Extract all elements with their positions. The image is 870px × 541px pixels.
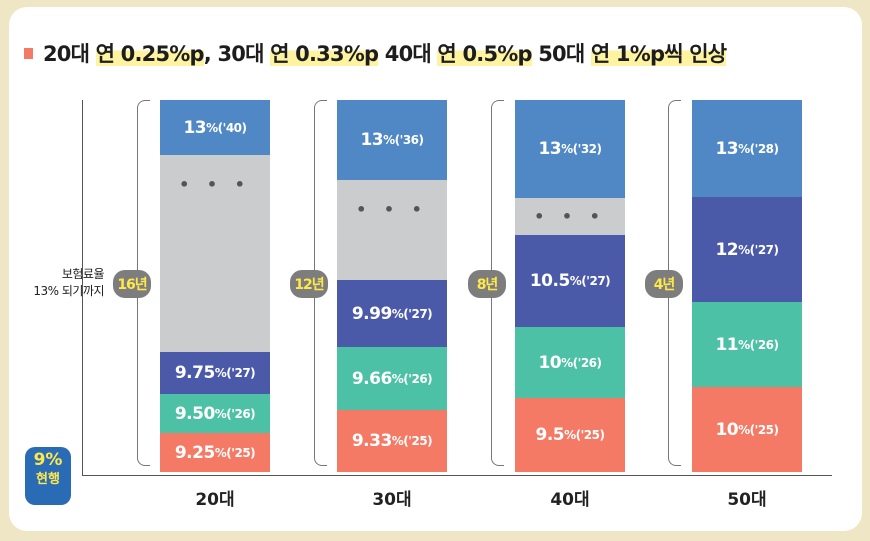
segment-rate: 13 bbox=[183, 117, 207, 138]
segment-rate: 10.5 bbox=[529, 271, 570, 291]
segment-year: %('25) bbox=[214, 445, 256, 460]
ellipsis-icon: • • • bbox=[179, 175, 251, 194]
bullet-icon bbox=[24, 48, 33, 59]
segment-year: %('26) bbox=[391, 371, 433, 386]
title-part: 20대 bbox=[43, 42, 96, 66]
bar-segment: 10 %('26) bbox=[515, 327, 625, 398]
segment-rate: 12 bbox=[715, 239, 739, 260]
segment-rate: 13 bbox=[360, 130, 384, 150]
title-highlight: 연 0.33%p bbox=[270, 42, 379, 66]
current-rate-value: 9% bbox=[33, 450, 63, 470]
segment-year: %('36) bbox=[383, 133, 424, 147]
segment-year: %('25) bbox=[738, 422, 779, 437]
bar-segment: 11 %('26) bbox=[692, 302, 802, 387]
segment-rate: 13 bbox=[538, 139, 562, 159]
bar-segment: 9.66 %('26) bbox=[337, 347, 447, 410]
segment-year: %('25) bbox=[564, 428, 605, 442]
x-tick-label: 20대 bbox=[195, 490, 235, 510]
segment-rate: 9.25 bbox=[174, 442, 215, 463]
bar-segment: 13 %('32) bbox=[515, 100, 625, 198]
bar-segment: 9.75 %('27) bbox=[160, 352, 270, 394]
segment-rate: 9.75 bbox=[174, 363, 215, 383]
segment-year: %('26) bbox=[214, 406, 256, 421]
ellipsis-icon: • • • bbox=[534, 206, 606, 226]
segment-rate: 13 bbox=[715, 138, 739, 159]
title-highlight: 씩 인상 bbox=[664, 42, 727, 66]
duration-badge: 4년 bbox=[645, 270, 683, 298]
bar-segment: 9.50 %('26) bbox=[160, 394, 270, 433]
bar-segment: 13 %('28) bbox=[692, 100, 802, 197]
y-axis bbox=[82, 100, 83, 475]
bar-gap-segment: • • • bbox=[160, 155, 270, 352]
y-axis-label: 보험료율 13% 되기까지 bbox=[14, 266, 104, 300]
bar-gap-segment: • • • bbox=[515, 198, 625, 235]
chart-title: 20대 연 0.25%p, 30대 연 0.33%p 40대 연 0.5%p 5… bbox=[24, 38, 727, 68]
segment-year: %('27) bbox=[214, 366, 256, 380]
title-highlight: 연 0.5%p bbox=[437, 42, 533, 66]
bar-segment: 9.5 %('25) bbox=[515, 398, 625, 472]
segment-year: %('40) bbox=[206, 120, 247, 135]
current-rate-badge: 9% 현행 bbox=[25, 447, 71, 505]
segment-year: %('26) bbox=[561, 355, 602, 370]
bar-segment: 9.33 %('25) bbox=[337, 410, 447, 472]
segment-rate: 10 bbox=[715, 419, 739, 440]
x-tick-label: 30대 bbox=[372, 490, 412, 510]
segment-year: %('26) bbox=[738, 337, 779, 352]
current-rate-label: 현행 bbox=[36, 472, 60, 487]
title-part: 40대 bbox=[378, 42, 438, 66]
segment-year: %('25) bbox=[391, 434, 433, 448]
title-part: 50대 bbox=[531, 42, 591, 66]
bar-segment: 12 %('27) bbox=[692, 197, 802, 302]
bar-segment: 9.25 %('25) bbox=[160, 433, 270, 472]
segment-rate: 9.5 bbox=[535, 425, 565, 445]
x-axis bbox=[82, 475, 832, 476]
segment-year: %('27) bbox=[569, 274, 611, 288]
title-part: , 30대 bbox=[203, 42, 271, 66]
duration-badge: 16년 bbox=[113, 270, 151, 298]
bar-gap-segment: • • • bbox=[337, 180, 447, 280]
y-label-line: 13% 되기까지 bbox=[33, 284, 104, 298]
segment-rate: 9.33 bbox=[351, 431, 392, 451]
duration-badge: 8년 bbox=[468, 270, 506, 298]
segment-rate: 9.50 bbox=[174, 403, 215, 424]
bar-segment: 10 %('25) bbox=[692, 387, 802, 472]
title-highlight: 연 1%p bbox=[590, 42, 665, 66]
bar-segment: 13 %('36) bbox=[337, 100, 447, 180]
bar-segment: 9.99 %('27) bbox=[337, 280, 447, 347]
ellipsis-icon: • • • bbox=[356, 200, 428, 219]
segment-year: %('27) bbox=[391, 306, 433, 321]
segment-rate: 10 bbox=[538, 352, 562, 373]
x-tick-label: 40대 bbox=[550, 490, 590, 510]
y-label-line: 보험료율 bbox=[61, 267, 105, 281]
segment-year: %('32) bbox=[561, 142, 602, 156]
bar-segment: 10.5 %('27) bbox=[515, 235, 625, 327]
title-highlight: 연 0.25%p bbox=[95, 42, 205, 66]
duration-badge: 12년 bbox=[290, 270, 328, 298]
segment-rate: 11 bbox=[715, 334, 739, 355]
segment-year: %('28) bbox=[738, 141, 779, 156]
segment-year: %('27) bbox=[738, 242, 779, 257]
segment-rate: 9.99 bbox=[351, 303, 392, 324]
bar-segment: 13 %('40) bbox=[160, 100, 270, 155]
segment-rate: 9.66 bbox=[351, 368, 392, 389]
x-tick-label: 50대 bbox=[727, 490, 767, 510]
